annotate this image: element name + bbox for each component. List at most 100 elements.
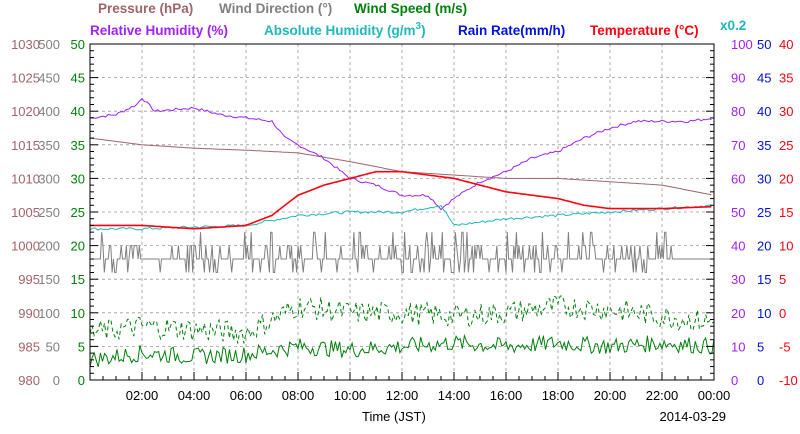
y-tick-label-wind-speed: 20	[71, 239, 85, 254]
y-tick-label-humidity: 20	[731, 306, 745, 321]
y-tick-label-wind-speed: 0	[78, 373, 85, 388]
x-tick-label: 18:00	[542, 388, 575, 403]
y-tick-label-wind-speed: 35	[71, 138, 85, 153]
y-tick-label-temperature: 30	[779, 104, 793, 119]
x-tick-label: 10:00	[334, 388, 367, 403]
y-tick-label-pressure: 1005	[11, 205, 40, 220]
y-tick-label-wind-speed: 30	[71, 171, 85, 186]
y-tick-label-rain: 40	[757, 104, 771, 119]
y-tick-label-wind-speed: 5	[78, 339, 85, 354]
x-tick-label: 02:00	[126, 388, 159, 403]
y-tick-label-wind-direction: 450	[38, 71, 60, 86]
y-tick-label-temperature: -10	[779, 373, 798, 388]
y-tick-label-pressure: 1010	[11, 171, 40, 186]
y-tick-label-pressure: 980	[18, 373, 40, 388]
y-tick-label-wind-speed: 15	[71, 272, 85, 287]
y-tick-label-wind-direction: 300	[38, 171, 60, 186]
y-tick-label-temperature: 5	[779, 272, 786, 287]
y-tick-label-rain: 20	[757, 239, 771, 254]
y-tick-label-rain: 30	[757, 171, 771, 186]
title-abs-humidity-base: Absolute Humidity (g/m	[264, 23, 416, 38]
y-tick-label-wind-speed: 25	[71, 205, 85, 220]
y-tick-label-humidity: 50	[731, 205, 745, 220]
title-wind-direction: Wind Direction (°)	[219, 1, 332, 16]
series-wind-speed-max-m-s	[89, 294, 715, 344]
y-tick-label-wind-speed: 10	[71, 306, 85, 321]
y-tick-label-wind-direction: 250	[38, 205, 60, 220]
y-tick-label-temperature: 25	[779, 138, 793, 153]
y-tick-label-temperature: 15	[779, 205, 793, 220]
x-tick-label: 14:00	[438, 388, 471, 403]
series-relative-humidity	[89, 97, 712, 211]
x-tick-label: 04:00	[178, 388, 211, 403]
title-abs-humidity-end: )	[421, 23, 426, 38]
y-tick-label-humidity: 0	[731, 373, 738, 388]
y-tick-label-rain: 35	[757, 138, 771, 153]
title-humidity: Relative Humidity (%)	[90, 23, 228, 38]
y-tick-label-rain: 45	[757, 71, 771, 86]
x-tick-label: 20:00	[594, 388, 627, 403]
title-abs-humidity: Absolute Humidity (g/m3)	[264, 21, 426, 38]
y-tick-label-humidity: 10	[731, 339, 745, 354]
title-abs-humidity-sup: 3	[416, 21, 422, 32]
y-tick-label-wind-direction: 400	[38, 104, 60, 119]
title-pressure: Pressure (hPa)	[98, 1, 193, 16]
title-temperature: Temperature (°C)	[590, 23, 699, 38]
y-tick-label-pressure: 1015	[11, 138, 40, 153]
y-tick-label-wind-speed: 50	[71, 37, 85, 52]
y-tick-label-wind-direction: 200	[38, 239, 60, 254]
y-tick-label-wind-direction: 100	[38, 306, 60, 321]
series-temperature-c	[90, 170, 712, 230]
y-tick-label-pressure: 1030	[11, 37, 40, 52]
y-tick-label-temperature: 10	[779, 239, 793, 254]
x-tick-label: 12:00	[386, 388, 419, 403]
y-tick-label-humidity: 70	[731, 138, 745, 153]
y-tick-label-rain: 25	[757, 205, 771, 220]
y-tick-label-temperature: -5	[779, 339, 791, 354]
series-absolute-humidity-g-m-x	[89, 204, 712, 231]
y-tick-label-pressure: 985	[18, 339, 40, 354]
series-wind-speed-mean-m-s	[89, 333, 715, 368]
x-axis: 02:00 04:00 06:00 08:00 10:00 12:00 14:00 16:00…	[89, 372, 731, 403]
y-tick-label-wind-direction: 50	[46, 339, 60, 354]
y-tick-label-rain: 10	[757, 306, 771, 321]
date-label: 2014-03-29	[660, 409, 727, 424]
y-tick-label-pressure: 1020	[11, 104, 40, 119]
y-tick-label-humidity: 60	[731, 171, 745, 186]
y-tick-label-humidity: 100	[731, 37, 753, 52]
title-rain: Rain Rate(mm/h)	[458, 23, 565, 38]
y-tick-label-humidity: 90	[731, 71, 745, 86]
x-axis-label: Time (JST)	[362, 409, 426, 424]
y-tick-label-temperature: 0	[779, 306, 786, 321]
y-tick-label-pressure: 990	[18, 306, 40, 321]
x-tick-label: 06:00	[230, 388, 263, 403]
x-tick-label: 08:00	[282, 388, 315, 403]
y-tick-label-rain: 0	[757, 373, 764, 388]
y-tick-label-rain: 5	[757, 339, 764, 354]
y-tick-label-humidity: 30	[731, 272, 745, 287]
y-tick-label-humidity: 80	[731, 104, 745, 119]
y-tick-label-wind-direction: 150	[38, 272, 60, 287]
y-tick-label-pressure: 995	[18, 272, 40, 287]
x-tick-label: 00:00	[698, 388, 731, 403]
y-tick-label-temperature: 35	[779, 71, 793, 86]
title-wind-speed: Wind Speed (m/s)	[354, 1, 467, 16]
x-tick-label: 16:00	[490, 388, 523, 403]
title-abs-scale: x0.2	[720, 18, 746, 33]
y-axes: 9809859909951000100510101015102010251030…	[11, 37, 798, 388]
y-tick-label-humidity: 40	[731, 239, 745, 254]
y-tick-label-wind-direction: 500	[38, 37, 60, 52]
y-tick-label-wind-direction: 350	[38, 138, 60, 153]
y-tick-label-rain: 15	[757, 272, 771, 287]
y-tick-label-wind-speed: 40	[71, 104, 85, 119]
y-tick-label-temperature: 40	[779, 37, 793, 52]
y-tick-label-pressure: 1025	[11, 71, 40, 86]
y-tick-label-pressure: 1000	[11, 239, 40, 254]
y-tick-label-rain: 50	[757, 37, 771, 52]
y-tick-label-wind-direction: 0	[53, 373, 60, 388]
series-wind-direction	[90, 231, 713, 273]
x-tick-label: 22:00	[646, 388, 679, 403]
y-tick-label-wind-speed: 45	[71, 71, 85, 86]
series-pressure-hpa	[89, 137, 712, 196]
